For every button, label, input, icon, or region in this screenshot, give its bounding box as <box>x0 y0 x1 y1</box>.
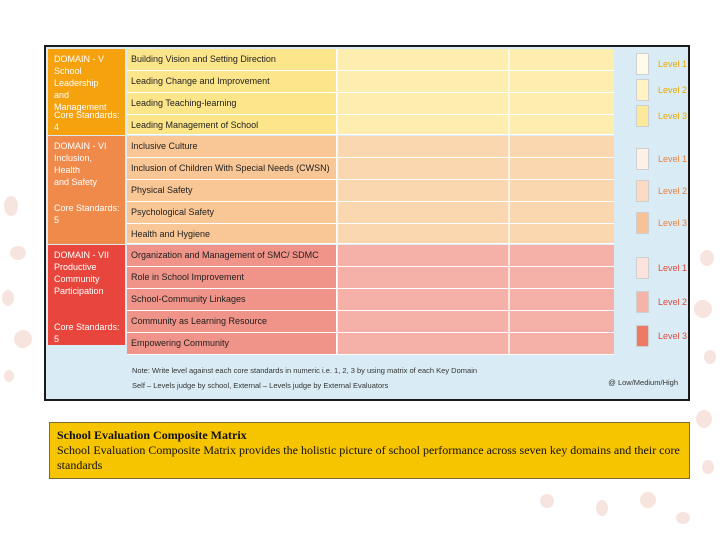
row-label: Leading Management of School <box>127 115 337 134</box>
legend-domain-v: Level 1 Level 2 Level 3 <box>614 49 690 135</box>
decor-dot <box>702 460 714 474</box>
level-1-label: Level 1 <box>658 154 688 164</box>
row-label: Inclusion of Children With Special Needs… <box>127 158 337 179</box>
level-2-swatch <box>636 79 649 101</box>
level-3-swatch <box>636 105 649 127</box>
domain-v-core-standards: Core Standards: 4 <box>54 110 120 132</box>
domain-v-cell: DOMAIN - V School Leadership and Managem… <box>48 49 125 135</box>
decor-dot <box>4 370 14 382</box>
domain-v-title: DOMAIN - V School Leadership and Managem… <box>54 54 107 112</box>
decor-dot <box>540 494 554 508</box>
decor-dot <box>4 196 18 216</box>
decor-dot <box>640 492 656 508</box>
matrix-row: Physical Safety <box>127 180 614 202</box>
row-label: Psychological Safety <box>127 202 337 223</box>
matrix-row: Inclusive Culture <box>127 136 614 158</box>
level-2-label: Level 2 <box>658 186 688 196</box>
row-label: Empowering Community <box>127 333 337 354</box>
decor-dot <box>676 512 690 524</box>
column-divider <box>508 49 510 355</box>
level-3-swatch <box>636 325 649 347</box>
level-2-label: Level 2 <box>658 85 688 95</box>
decor-dot <box>596 500 608 516</box>
matrix-row: Building Vision and Setting Direction <box>127 49 614 71</box>
row-label: Leading Change and Improvement <box>127 71 337 92</box>
row-label: Organization and Management of SMC/ SDMC <box>127 245 337 266</box>
level-1-swatch <box>636 257 649 279</box>
level-scale-note: @ Low/Medium/High <box>608 378 678 387</box>
decor-dot <box>2 290 14 306</box>
decor-dot <box>704 350 716 364</box>
level-1-label: Level 1 <box>658 263 688 273</box>
level-3-label: Level 3 <box>658 331 688 341</box>
matrix-row: Leading Teaching-learning <box>127 93 614 115</box>
row-label: Health and Hygiene <box>127 224 337 243</box>
row-label: Building Vision and Setting Direction <box>127 49 337 70</box>
legend-domain-vii: Level 1 Level 2 Level 3 <box>614 245 690 355</box>
level-1-swatch <box>636 148 649 170</box>
note-line-2: Self – Levels judge by school, External … <box>132 381 389 390</box>
row-label: Physical Safety <box>127 180 337 201</box>
domain-vi-core-standards: Core Standards: 5 <box>54 203 120 225</box>
decor-dot <box>696 410 712 428</box>
caption-text: School Evaluation Composite Matrix provi… <box>57 443 680 472</box>
decor-dot <box>10 246 26 260</box>
matrix-row: Leading Management of School <box>127 115 614 135</box>
level-3-swatch <box>636 212 649 234</box>
caption-title: School Evaluation Composite Matrix <box>57 428 247 442</box>
row-label: Leading Teaching-learning <box>127 93 337 114</box>
level-1-swatch <box>636 53 649 75</box>
level-3-label: Level 3 <box>658 111 688 121</box>
level-2-swatch <box>636 291 649 313</box>
row-label: School-Community Linkages <box>127 289 337 310</box>
row-label: Role in School Improvement <box>127 267 337 288</box>
matrix-row: Community as Learning Resource <box>127 311 614 333</box>
column-divider <box>336 49 338 355</box>
domain-vii-title: DOMAIN - VII Productive Community Partic… <box>54 250 110 296</box>
level-2-label: Level 2 <box>658 297 688 307</box>
matrix-row: Inclusion of Children With Special Needs… <box>127 158 614 180</box>
caption-box: School Evaluation Composite Matrix Schoo… <box>49 422 690 479</box>
row-label: Inclusive Culture <box>127 136 337 157</box>
matrix-row: Health and Hygiene <box>127 224 614 244</box>
domain-vii-core-standards: Core Standards: 5 <box>54 322 120 344</box>
note-line-1: Note: Write level against each core stan… <box>132 366 478 375</box>
decor-dot <box>694 300 712 318</box>
decor-dot <box>14 330 32 348</box>
domain-vi-cell: DOMAIN - VI Inclusion, Health and Safety… <box>48 136 125 244</box>
row-label: Community as Learning Resource <box>127 311 337 332</box>
matrix-row: Leading Change and Improvement <box>127 71 614 93</box>
level-2-swatch <box>636 180 649 202</box>
domain-vii-cell: DOMAIN - VII Productive Community Partic… <box>48 245 125 345</box>
level-1-label: Level 1 <box>658 59 688 69</box>
legend-domain-vi: Level 1 Level 2 Level 3 <box>614 136 690 244</box>
matrix-row: Psychological Safety <box>127 202 614 224</box>
matrix-row: School-Community Linkages <box>127 289 614 311</box>
matrix-row: Organization and Management of SMC/ SDMC <box>127 245 614 267</box>
composite-matrix: DOMAIN - V School Leadership and Managem… <box>44 45 690 401</box>
matrix-row: Role in School Improvement <box>127 267 614 289</box>
level-3-label: Level 3 <box>658 218 688 228</box>
domain-vi-title: DOMAIN - VI Inclusion, Health and Safety <box>54 141 107 187</box>
matrix-row: Empowering Community <box>127 333 614 355</box>
decor-dot <box>700 250 714 266</box>
